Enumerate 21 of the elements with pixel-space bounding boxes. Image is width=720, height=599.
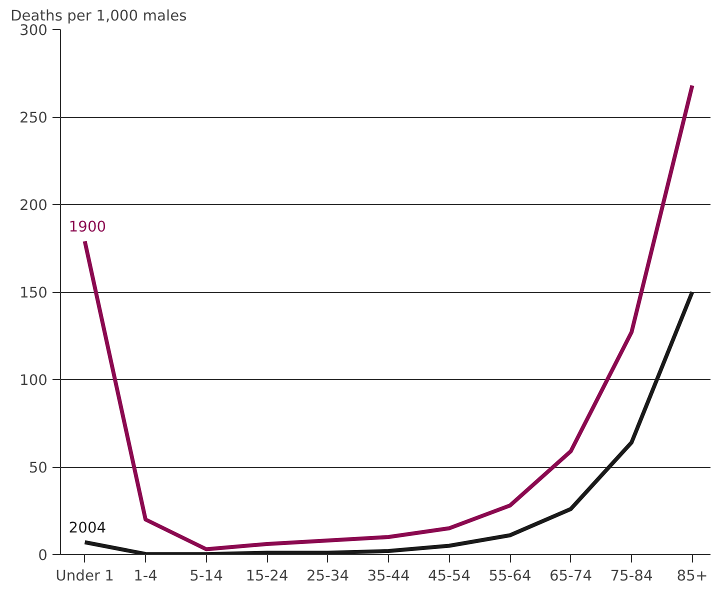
series-label: 1900 (68, 218, 106, 236)
x-tick-label: 65-74 (549, 568, 592, 584)
y-tick-label: 300 (20, 22, 48, 39)
x-tick-label: 35-44 (367, 568, 410, 584)
x-tick-label: 25-34 (306, 568, 350, 584)
series-label: 2004 (68, 519, 106, 536)
x-tick-label: 75-84 (610, 568, 653, 584)
y-tick-label: 150 (20, 284, 48, 302)
x-tick-label: 1-4 (134, 568, 158, 584)
x-tick-label: 15-24 (246, 568, 288, 584)
y-tick-label: 250 (20, 110, 48, 126)
x-tick-label: 85+ (676, 568, 708, 584)
x-tick-label: 5-14 (190, 568, 223, 584)
x-tick-label: Under 1 (56, 568, 114, 584)
y-tick-label: 0 (38, 547, 48, 564)
x-tick-label: 55-64 (488, 568, 532, 584)
y-tick-label: 200 (20, 197, 48, 214)
y-tick-label: 50 (28, 460, 48, 476)
y-tick-label: 100 (20, 372, 48, 389)
x-tick-label: 45-54 (428, 568, 471, 584)
y-axis-title: Deaths per 1,000 males (10, 8, 187, 24)
